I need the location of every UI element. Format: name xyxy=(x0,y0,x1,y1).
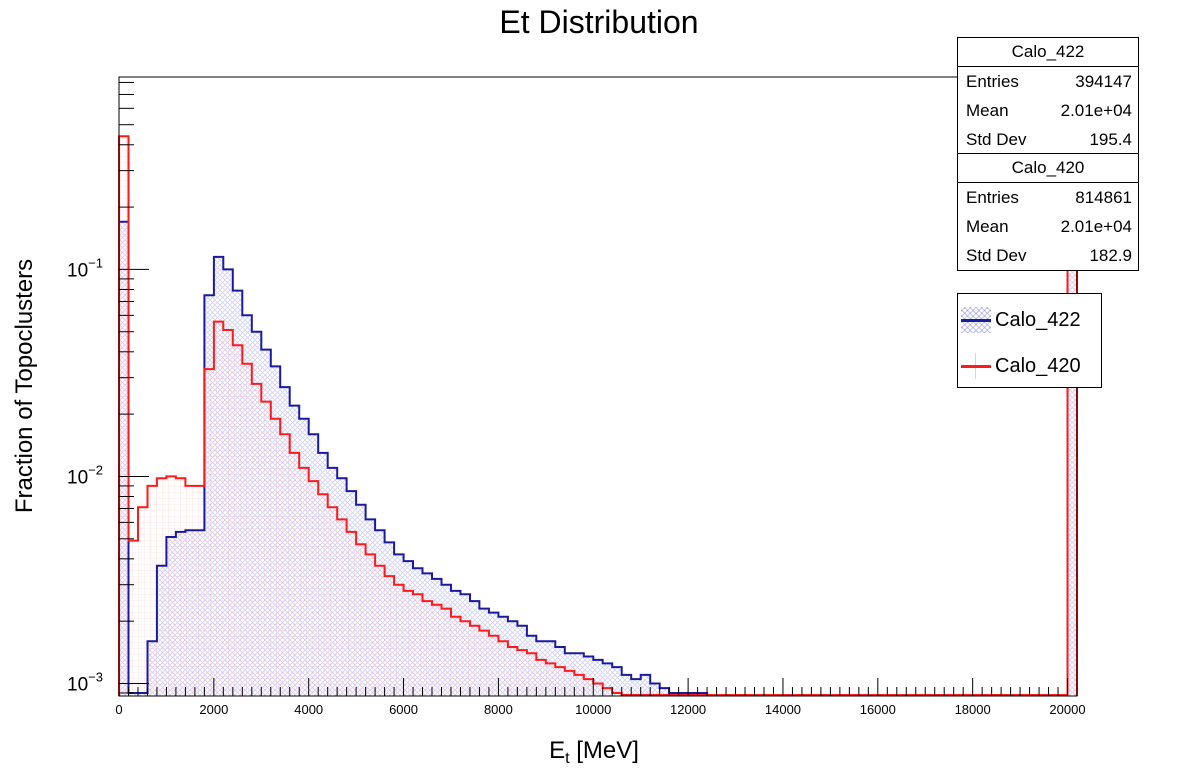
x-axis-label: Et [MeV] xyxy=(549,737,639,767)
x-axis-label-main: E xyxy=(549,737,565,764)
y-tick-exponent: −3 xyxy=(88,669,103,684)
y-axis: 10−110−210−3 xyxy=(67,81,149,695)
stats-label: Entries xyxy=(966,188,1019,207)
x-axis-label-unit: [MeV] xyxy=(576,737,639,764)
x-tick-label: 16000 xyxy=(860,702,896,717)
legend-swatch-calo-422 xyxy=(961,307,991,333)
y-tick-exponent: −2 xyxy=(88,462,103,477)
x-tick-label: 0 xyxy=(115,702,122,717)
stats-value: 2.01e+04 xyxy=(1060,101,1132,120)
stats-row-std-dev: Std Dev 195.4 xyxy=(958,125,1138,154)
x-tick-label: 20000 xyxy=(1049,702,1085,717)
legend: Calo_422 Calo_420 xyxy=(957,293,1102,388)
x-axis-label-unit-space xyxy=(570,737,577,764)
x-tick-label: 2000 xyxy=(199,702,228,717)
legend-label: Calo_422 xyxy=(995,308,1081,331)
x-tick-label: 12000 xyxy=(670,702,706,717)
y-tick-exponent: −1 xyxy=(88,255,103,270)
x-axis-label-sub: t xyxy=(565,750,570,767)
histogram-fill-calo-420 xyxy=(119,82,1077,696)
stats-header: Calo_422 xyxy=(958,38,1138,67)
stats-row-mean: Mean 2.01e+04 xyxy=(958,212,1138,241)
stats-value: 394147 xyxy=(1075,72,1132,91)
legend-label: Calo_420 xyxy=(995,354,1081,377)
legend-item-calo-420: Calo_420 xyxy=(958,351,1081,381)
legend-swatch-line xyxy=(961,319,991,322)
stats-label: Std Dev xyxy=(966,246,1027,265)
x-tick-label: 18000 xyxy=(955,702,991,717)
stats-row-entries: Entries 814861 xyxy=(958,183,1138,212)
y-tick-base: 10 xyxy=(67,674,88,695)
legend-item-calo-422: Calo_422 xyxy=(958,305,1081,335)
stats-label: Mean xyxy=(966,217,1009,236)
stats-value: 182.9 xyxy=(1089,246,1132,265)
x-tick-label: 4000 xyxy=(294,702,323,717)
legend-swatch-line xyxy=(961,365,991,368)
stats-box-calo-422: Calo_422 Entries 394147 Mean 2.01e+04 St… xyxy=(957,37,1139,155)
series-fills xyxy=(119,82,1077,696)
chart-title: Et Distribution xyxy=(499,4,699,40)
y-tick-base: 10 xyxy=(67,260,88,281)
x-tick-label: 6000 xyxy=(389,702,418,717)
stats-row-mean: Mean 2.01e+04 xyxy=(958,96,1138,125)
y-tick-label: 10−2 xyxy=(67,462,103,488)
stats-label: Entries xyxy=(966,72,1019,91)
y-tick-label: 10−3 xyxy=(67,669,103,695)
stats-value: 814861 xyxy=(1075,188,1132,207)
stats-header: Calo_420 xyxy=(958,154,1138,183)
x-axis: 0 2000 4000 6000 8000 10000 12000 14000 16000 180… xyxy=(115,678,1086,717)
y-tick-base: 10 xyxy=(67,467,88,488)
stats-label: Std Dev xyxy=(966,130,1027,149)
stats-value: 195.4 xyxy=(1089,130,1132,149)
x-tick-label: 8000 xyxy=(484,702,513,717)
stats-row-std-dev: Std Dev 182.9 xyxy=(958,241,1138,270)
histogram-fill-calo-422 xyxy=(119,82,1077,696)
y-tick-label: 10−1 xyxy=(67,255,103,281)
stats-row-entries: Entries 394147 xyxy=(958,67,1138,96)
y-axis-label: Fraction of Topoclusters xyxy=(11,259,38,513)
stats-label: Mean xyxy=(966,101,1009,120)
x-tick-label: 14000 xyxy=(765,702,801,717)
stats-value: 2.01e+04 xyxy=(1060,217,1132,236)
stats-box-calo-420: Calo_420 Entries 814861 Mean 2.01e+04 St… xyxy=(957,153,1139,271)
x-tick-label: 10000 xyxy=(575,702,611,717)
legend-swatch-calo-420 xyxy=(961,353,991,379)
